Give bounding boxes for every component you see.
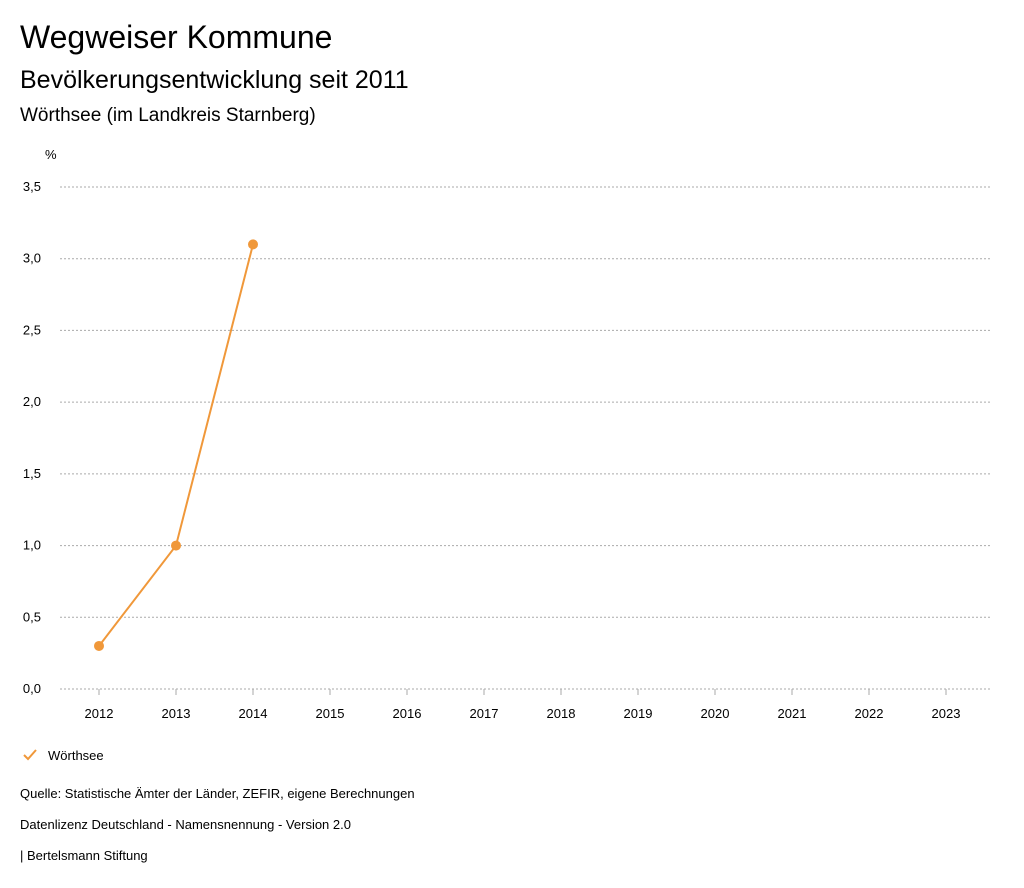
y-axis-unit-label: % xyxy=(45,147,57,162)
series-line-w-rthsee xyxy=(98,244,254,647)
chart-subtitle: Bevölkerungsentwicklung seit 2011 xyxy=(20,66,409,94)
x-tick-label: 2016 xyxy=(393,706,422,721)
legend-label: Wörthsee xyxy=(48,747,104,763)
y-tick-label: 3,0 xyxy=(23,251,41,266)
license-note: Datenlizenz Deutschland - Namensnennung … xyxy=(20,817,351,832)
y-tick-label: 0,0 xyxy=(23,681,41,696)
y-tick-label: 2,5 xyxy=(23,322,41,337)
y-tick-label: 3,5 xyxy=(23,179,41,194)
y-tick-label: 1,5 xyxy=(23,466,41,481)
brand-note: | Bertelsmann Stiftung xyxy=(20,848,148,863)
region-title: Wörthsee (im Landkreis Starnberg) xyxy=(20,105,316,126)
x-tick-label: 2021 xyxy=(778,706,807,721)
data-point xyxy=(171,540,181,551)
source-note: Quelle: Statistische Ämter der Länder, Z… xyxy=(20,786,415,801)
x-tick-label: 2017 xyxy=(470,706,499,721)
check-icon xyxy=(23,749,37,761)
x-tick-label: 2014 xyxy=(239,706,268,721)
x-tick-label: 2019 xyxy=(624,706,653,721)
x-tick-label: 2013 xyxy=(162,706,191,721)
x-tick-label: 2022 xyxy=(855,706,884,721)
legend-item[interactable]: Wörthsee xyxy=(22,745,104,765)
data-point xyxy=(94,640,104,651)
x-tick-label: 2020 xyxy=(701,706,730,721)
page-title: Wegweiser Kommune xyxy=(20,19,333,55)
x-tick-label: 2012 xyxy=(85,706,114,721)
y-tick-label: 1,0 xyxy=(23,538,41,553)
x-tick-label: 2015 xyxy=(316,706,345,721)
x-tick-label: 2023 xyxy=(932,706,961,721)
line-chart: % 0,0 0,5 1,0 1,5 2,0 2,5 3,0 3,5 2012 2013 2014 201… xyxy=(23,147,991,721)
y-tick-label: 0,5 xyxy=(23,609,41,624)
y-tick-label: 2,0 xyxy=(23,394,41,409)
x-tick-label: 2018 xyxy=(547,706,576,721)
data-point xyxy=(248,239,258,250)
